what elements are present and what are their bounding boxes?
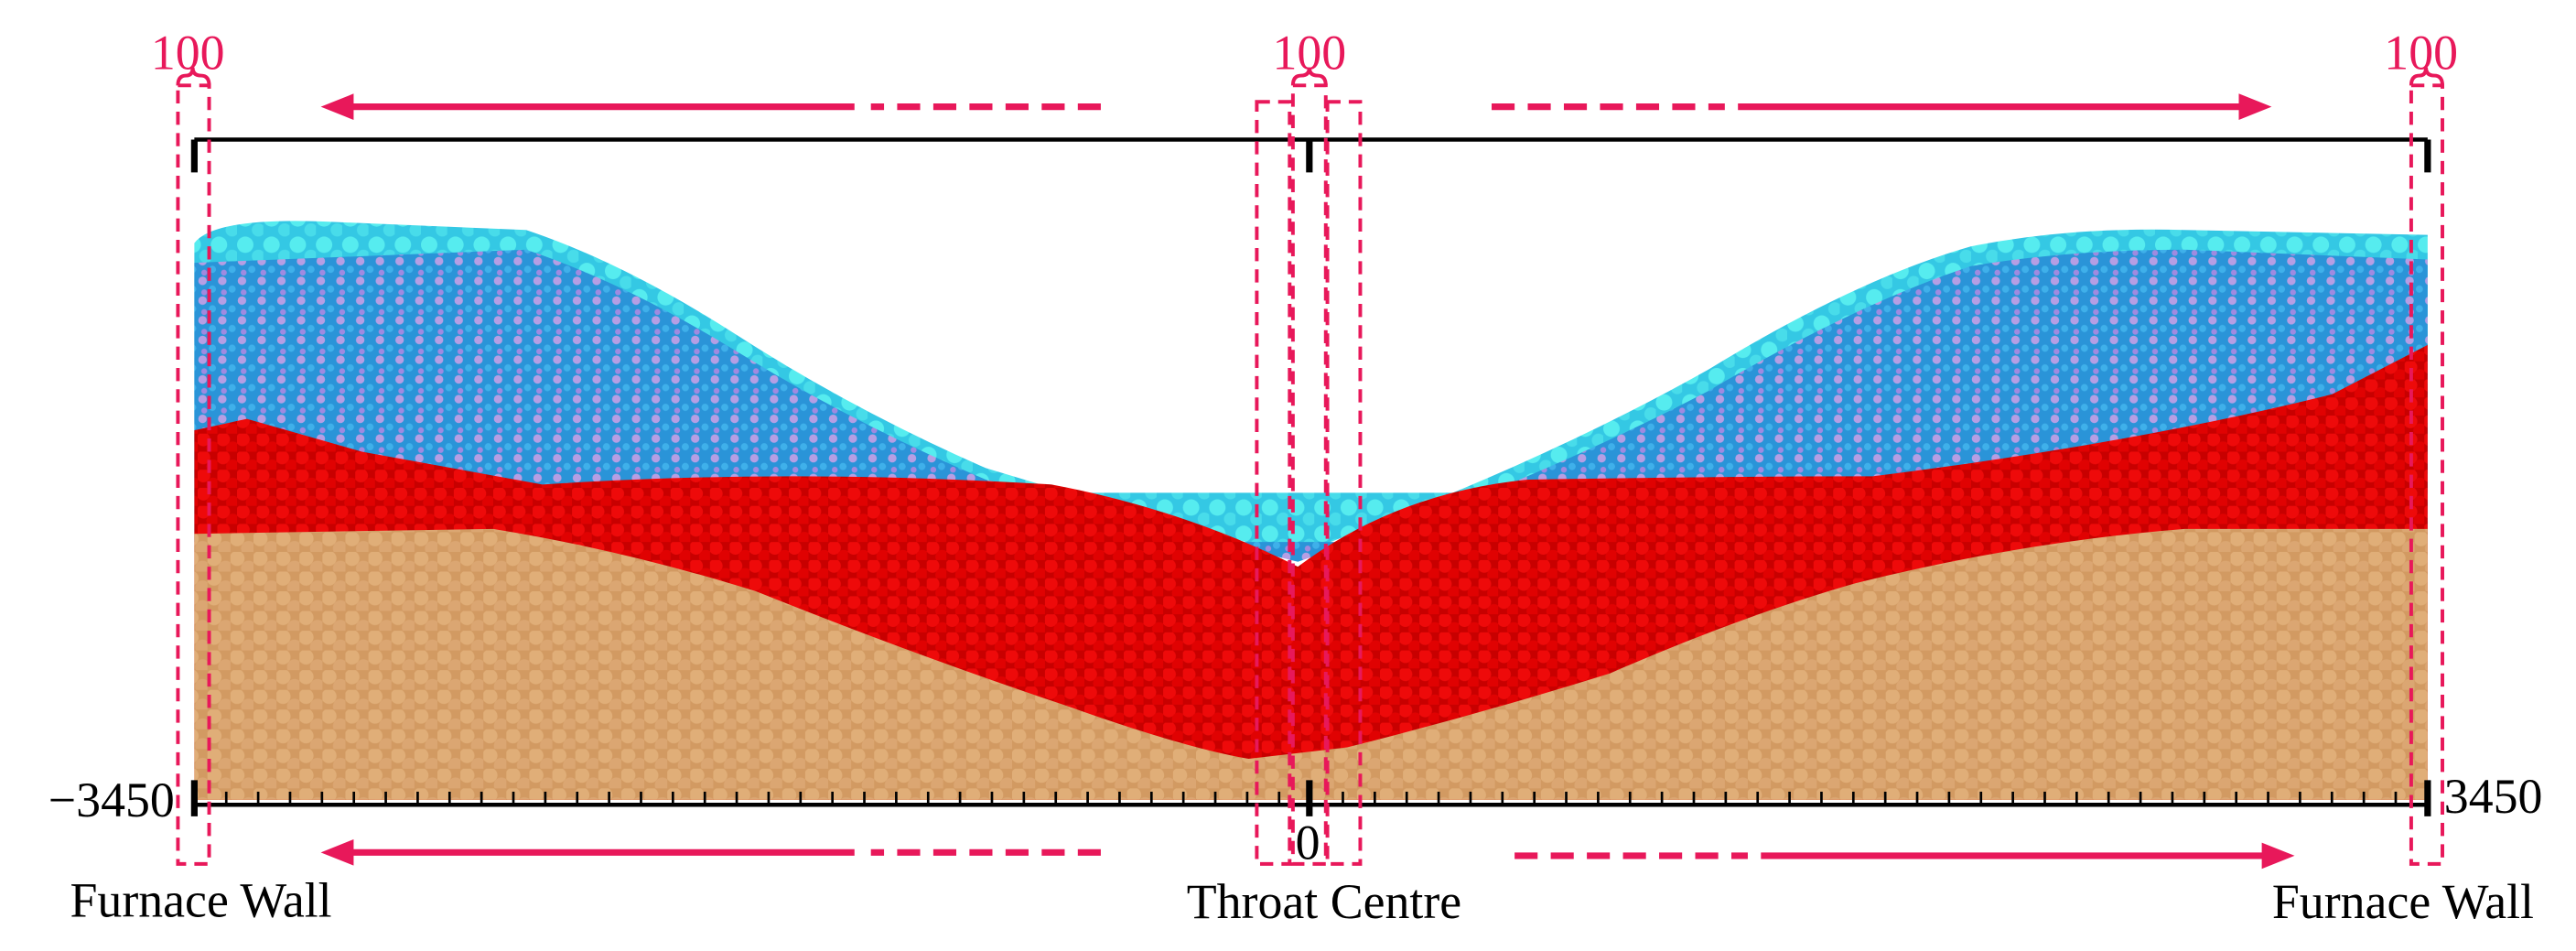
position-label: Furnace Wall — [2272, 874, 2534, 929]
axis-label: −3450 — [49, 773, 175, 827]
width-label: 100 — [151, 25, 225, 80]
arrow-left-top — [320, 93, 1101, 120]
brace — [2409, 67, 2444, 86]
centre-zone-box — [1325, 100, 1363, 866]
axis-label: 0 — [1296, 816, 1320, 870]
centre-zone-box — [1255, 100, 1292, 866]
arrow-left-bottom — [320, 838, 1101, 866]
burden-tan — [194, 528, 2428, 800]
brace — [1290, 67, 1328, 86]
arrow-right-top — [1492, 93, 2272, 120]
position-label: Furnace Wall — [70, 872, 331, 927]
minor-ticks — [224, 791, 2398, 805]
wall-zone-box — [2409, 83, 2444, 866]
position-label: Throat Centre — [1187, 874, 1461, 929]
width-label: 100 — [2384, 25, 2458, 80]
brace — [176, 67, 211, 86]
axis-label: 3450 — [2444, 769, 2543, 824]
width-label: 100 — [1272, 25, 1346, 80]
wall-zone-box — [176, 83, 211, 866]
arrow-right-bottom — [1514, 842, 2295, 870]
